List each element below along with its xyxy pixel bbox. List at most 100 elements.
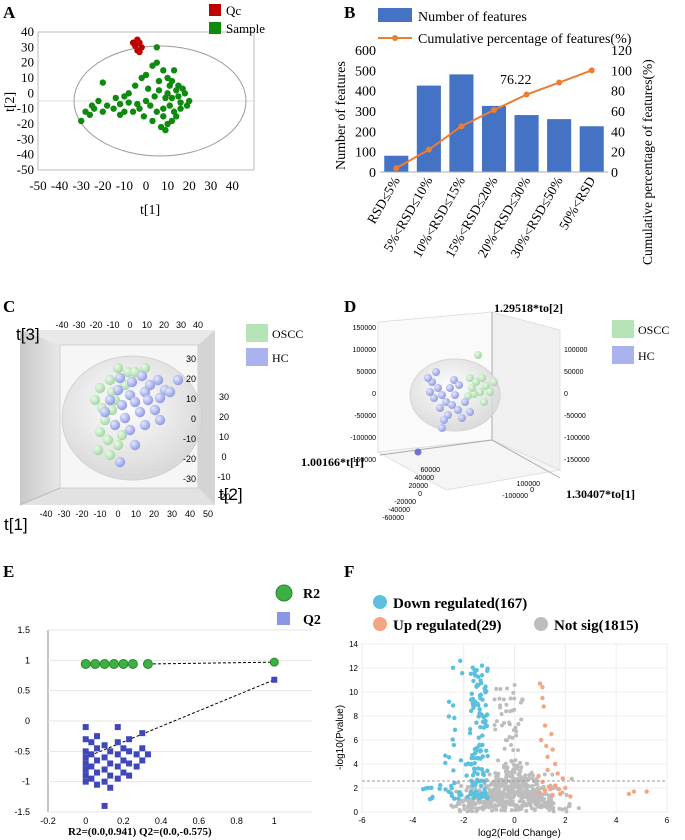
ns-point xyxy=(502,791,507,796)
q2-point xyxy=(120,757,127,764)
hc-point xyxy=(149,404,161,416)
hc-point xyxy=(99,406,111,418)
oscc-point xyxy=(472,378,480,386)
legend-hc-swatch-c xyxy=(246,348,268,366)
q2-point xyxy=(133,763,140,770)
legend-hc-label-c: HC xyxy=(272,351,289,365)
sample-point xyxy=(144,85,152,92)
ns-point xyxy=(465,798,470,803)
ns-point xyxy=(450,804,455,809)
oscc-point xyxy=(112,439,124,451)
e-x-tick: 1 xyxy=(272,816,277,826)
down-point xyxy=(468,708,474,714)
oscc-point xyxy=(104,374,116,386)
panel-b-y-label: Number of features xyxy=(334,61,349,170)
r2-point xyxy=(127,658,138,669)
q2-point xyxy=(144,751,151,758)
q2-point xyxy=(82,754,89,761)
cumulative-point xyxy=(556,79,563,86)
panel-a-x-tick: -40 xyxy=(51,178,68,193)
e-x-tick: 0 xyxy=(83,816,88,826)
q2-point xyxy=(114,763,121,770)
legend-qc-swatch xyxy=(209,4,221,16)
axis-label-t2: t[2] xyxy=(219,485,243,504)
down-point xyxy=(451,768,456,773)
legend-oscc-label-c: OSCC xyxy=(272,327,303,341)
panel-b-y2-ticks: 120 100 80 60 40 20 0 xyxy=(611,44,632,181)
panel-b-y2-tick: 60 xyxy=(611,105,625,120)
ns-point xyxy=(569,776,574,781)
down-point xyxy=(477,796,482,801)
ns-point xyxy=(514,733,519,738)
ns-point xyxy=(539,805,544,810)
panel-label-f: F xyxy=(344,562,354,581)
ns-point xyxy=(502,765,507,770)
sample-point xyxy=(110,105,117,112)
q2-point xyxy=(94,757,101,764)
axis-label-t3: t[3] xyxy=(16,325,40,344)
hc-point xyxy=(455,381,463,389)
hc-point xyxy=(129,439,141,451)
ns-point xyxy=(501,697,506,702)
axis-label-to1: 1.30407*to[1] xyxy=(566,487,635,501)
panel-a-y-tick: 20 xyxy=(21,55,34,70)
up-point xyxy=(545,754,550,759)
hc-point xyxy=(134,406,146,418)
q2-point xyxy=(114,724,121,731)
ns-point xyxy=(526,776,531,781)
up-point xyxy=(538,737,544,743)
ns-point xyxy=(502,746,507,751)
left-wall xyxy=(20,330,60,505)
ns-point xyxy=(474,807,479,812)
ns-point xyxy=(550,772,555,777)
c-right-tick: -20 xyxy=(183,454,196,464)
legend-oscc-swatch-d xyxy=(612,320,634,338)
down-point xyxy=(478,783,484,789)
down-point xyxy=(480,754,485,759)
up-point xyxy=(546,784,552,789)
down-point xyxy=(484,748,489,753)
down-point xyxy=(443,760,448,766)
ns-point xyxy=(494,719,499,724)
ns-point xyxy=(517,770,522,775)
volcano-x-label: log2(Fold Change) xyxy=(478,828,561,839)
ns-point xyxy=(510,759,515,764)
volcano-y-tick: 8 xyxy=(354,712,359,721)
up-point xyxy=(545,767,550,773)
hotelling-ellipse xyxy=(73,45,247,157)
q2-point xyxy=(94,745,101,752)
ns-point xyxy=(511,690,516,695)
d-right-tick: 0 xyxy=(564,391,568,398)
panel-a-y-tick: 10 xyxy=(21,70,34,85)
down-point xyxy=(437,786,442,791)
ns-point xyxy=(527,773,532,778)
q2-point xyxy=(94,781,101,788)
rsd-bar xyxy=(514,115,539,172)
ns-point xyxy=(567,803,572,808)
down-point xyxy=(476,756,481,761)
ns-point xyxy=(469,809,474,814)
ns-point xyxy=(458,809,463,814)
down-point xyxy=(483,793,488,799)
ns-point xyxy=(459,783,464,788)
panel-b-y-tick: 100 xyxy=(355,146,376,161)
legend-q2-label: Q2 xyxy=(303,613,321,628)
down-point xyxy=(478,724,483,730)
panel-a-y-tick: -40 xyxy=(17,147,34,162)
sample-point xyxy=(177,105,184,112)
panel-a-y-tick: 40 xyxy=(21,24,34,39)
cumulative-point xyxy=(523,91,530,98)
q2-point xyxy=(101,754,108,761)
c-top-tick: 20 xyxy=(159,320,169,330)
sample-point xyxy=(164,90,171,97)
c-bottom-tick: 0 xyxy=(115,509,120,519)
ns-point xyxy=(516,722,521,727)
d-bottom-tick: 20000 xyxy=(409,483,429,490)
q2-point xyxy=(82,736,89,743)
ns-point xyxy=(557,806,562,811)
up-point xyxy=(537,790,543,795)
down-point xyxy=(458,658,463,664)
ns-point xyxy=(509,742,514,747)
legend-qc-label: Qc xyxy=(226,3,241,18)
down-point xyxy=(426,785,431,791)
